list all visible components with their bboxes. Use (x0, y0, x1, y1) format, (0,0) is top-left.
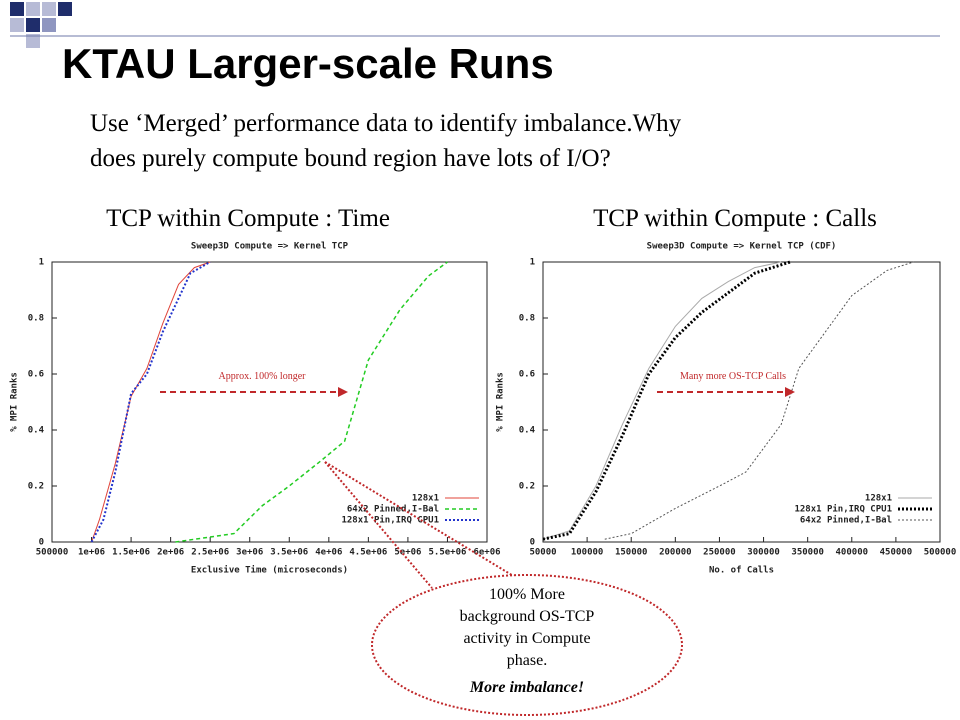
slide-title: KTAU Larger-scale Runs (62, 40, 554, 87)
series-line (90, 261, 211, 543)
x-tick-label: 500000 (36, 548, 69, 558)
x-tick-label: 6e+06 (473, 548, 500, 558)
callout-emphasis: More imbalance! (469, 679, 584, 696)
plot-area (542, 261, 941, 543)
x-tick-label: 350000 (791, 548, 824, 558)
legend-label: 128x1 (412, 494, 439, 504)
legend-label: 64x2 Pinned,I-Bal (800, 515, 892, 526)
x-tick-label: 250000 (703, 548, 736, 558)
y-tick-label: 1 (39, 258, 44, 268)
legend-label: 128x1 Pin,IRQ CPU1 (794, 504, 892, 515)
y-tick-label: 0.8 (28, 314, 44, 324)
y-tick-label: 0 (530, 538, 535, 548)
callout-text: activity in Compute (463, 630, 590, 647)
chart: Sweep3D Compute => Kernel TCP Exclusive T… (10, 242, 501, 576)
series-line (542, 261, 782, 540)
x-axis-label: No. of Calls (709, 566, 774, 576)
x-axis-label: Exclusive Time (microseconds) (191, 565, 348, 576)
x-tick-label: 1.5e+06 (112, 548, 150, 558)
series-line (542, 260, 791, 541)
x-tick-label: 50000 (529, 548, 556, 558)
x-tick-label: 150000 (615, 548, 648, 558)
chart: Sweep3D Compute => Kernel TCP (CDF) No. o… (496, 242, 957, 576)
annotation-text: Many more OS-TCP Calls (680, 371, 786, 382)
series-line (91, 261, 211, 543)
x-tick-label: 1e+06 (78, 548, 105, 558)
x-tick-label: 400000 (836, 548, 869, 558)
x-tick-label: 2.5e+06 (191, 548, 229, 558)
x-tick-label: 200000 (659, 548, 692, 558)
x-tick-label: 500000 (924, 548, 957, 558)
y-axis-label: % MPI Ranks (10, 372, 20, 432)
y-tick-label: 0.4 (28, 426, 45, 436)
x-tick-label: 4e+06 (315, 548, 342, 558)
y-tick-label: 1 (530, 258, 535, 268)
decoration (10, 2, 940, 48)
x-tick-label: 450000 (880, 548, 913, 558)
chart-caption: TCP within Compute : Time (106, 205, 390, 232)
x-tick-label: 3e+06 (236, 548, 263, 558)
body-line: Use ‘Merged’ performance data to identif… (90, 110, 682, 137)
x-tick-label: 300000 (747, 548, 780, 558)
y-tick-label: 0.6 (28, 370, 44, 380)
x-tick-label: 5.5e+06 (428, 548, 466, 558)
series-line (175, 261, 448, 543)
y-tick-label: 0.2 (519, 482, 535, 492)
annotation-text: Approx. 100% longer (219, 371, 307, 382)
annotation-arrowhead (785, 387, 795, 397)
series-line (604, 261, 914, 540)
x-tick-label: 3.5e+06 (270, 548, 308, 558)
callout-text: 100% More (489, 586, 565, 603)
x-tick-label: 4.5e+06 (349, 548, 387, 558)
x-tick-label: 100000 (571, 548, 604, 558)
callout-text: phase. (507, 652, 547, 669)
legend-label: 64x2 Pinned,I-Bal (347, 504, 439, 515)
legend-label: 128x1 Pin,IRQ CPU1 (341, 515, 439, 526)
legend-label: 128x1 (865, 494, 892, 504)
y-tick-label: 0.6 (519, 370, 535, 380)
y-tick-label: 0.4 (519, 426, 536, 436)
chart-title: Sweep3D Compute => Kernel TCP (CDF) (647, 242, 837, 252)
x-tick-label: 2e+06 (157, 548, 184, 558)
x-tick-label: 5e+06 (394, 548, 421, 558)
plot-area (51, 261, 488, 543)
y-tick-label: 0.2 (28, 482, 44, 492)
y-tick-label: 0 (39, 538, 44, 548)
chart-title: Sweep3D Compute => Kernel TCP (191, 242, 349, 252)
callout-text: background OS-TCP (460, 608, 595, 625)
callout: 100% More background OS-TCP activity in … (324, 461, 683, 716)
body-line: does purely compute bound region have lo… (90, 145, 611, 172)
annotation-arrowhead (338, 387, 348, 397)
chart-caption: TCP within Compute : Calls (593, 205, 877, 232)
y-axis-label: % MPI Ranks (496, 372, 506, 432)
y-tick-label: 0.8 (519, 314, 535, 324)
